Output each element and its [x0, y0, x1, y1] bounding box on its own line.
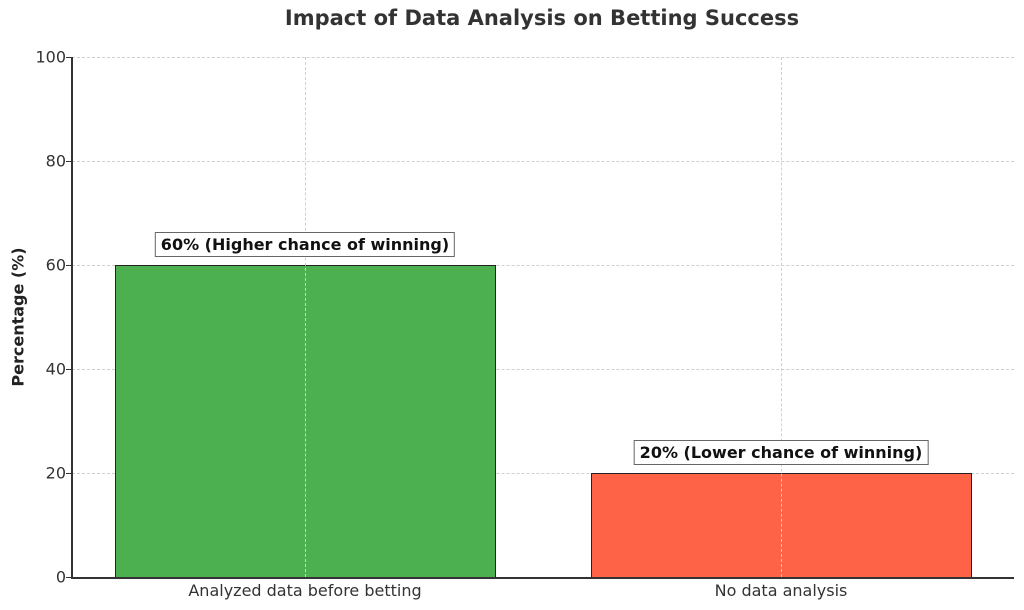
x-tick-label: No data analysis	[714, 581, 848, 600]
y-tick-label: 20	[45, 463, 66, 483]
y-tick-mark	[66, 473, 72, 474]
gridline-vertical	[305, 57, 306, 577]
chart-title: Impact of Data Analysis on Betting Succe…	[284, 6, 800, 30]
bar-annotation: 20% (Lower chance of winning)	[633, 440, 929, 465]
x-tick-label: Analyzed data before betting	[188, 581, 422, 600]
y-tick-mark	[66, 57, 72, 58]
gridline-vertical	[781, 57, 782, 577]
gridline-horizontal	[72, 57, 1014, 58]
gridline-horizontal	[72, 369, 1014, 370]
y-tick-mark	[66, 369, 72, 370]
plot-area	[72, 57, 1014, 578]
y-tick-label: 80	[45, 151, 66, 171]
y-tick-mark	[66, 577, 72, 578]
y-tick-label: 0	[55, 567, 66, 587]
y-axis-label: Percentage (%)	[8, 247, 28, 387]
y-tick-mark	[66, 265, 72, 266]
gridline-horizontal	[72, 473, 1014, 474]
x-axis-line	[71, 577, 1014, 579]
y-tick-label: 60	[45, 255, 66, 275]
gridline-horizontal	[72, 265, 1014, 266]
gridline-horizontal	[72, 161, 1014, 162]
y-tick-label: 40	[45, 359, 66, 379]
bar-annotation: 60% (Higher chance of winning)	[154, 232, 456, 257]
y-tick-mark	[66, 161, 72, 162]
y-tick-label: 100	[35, 47, 66, 67]
y-axis-line	[71, 57, 73, 578]
